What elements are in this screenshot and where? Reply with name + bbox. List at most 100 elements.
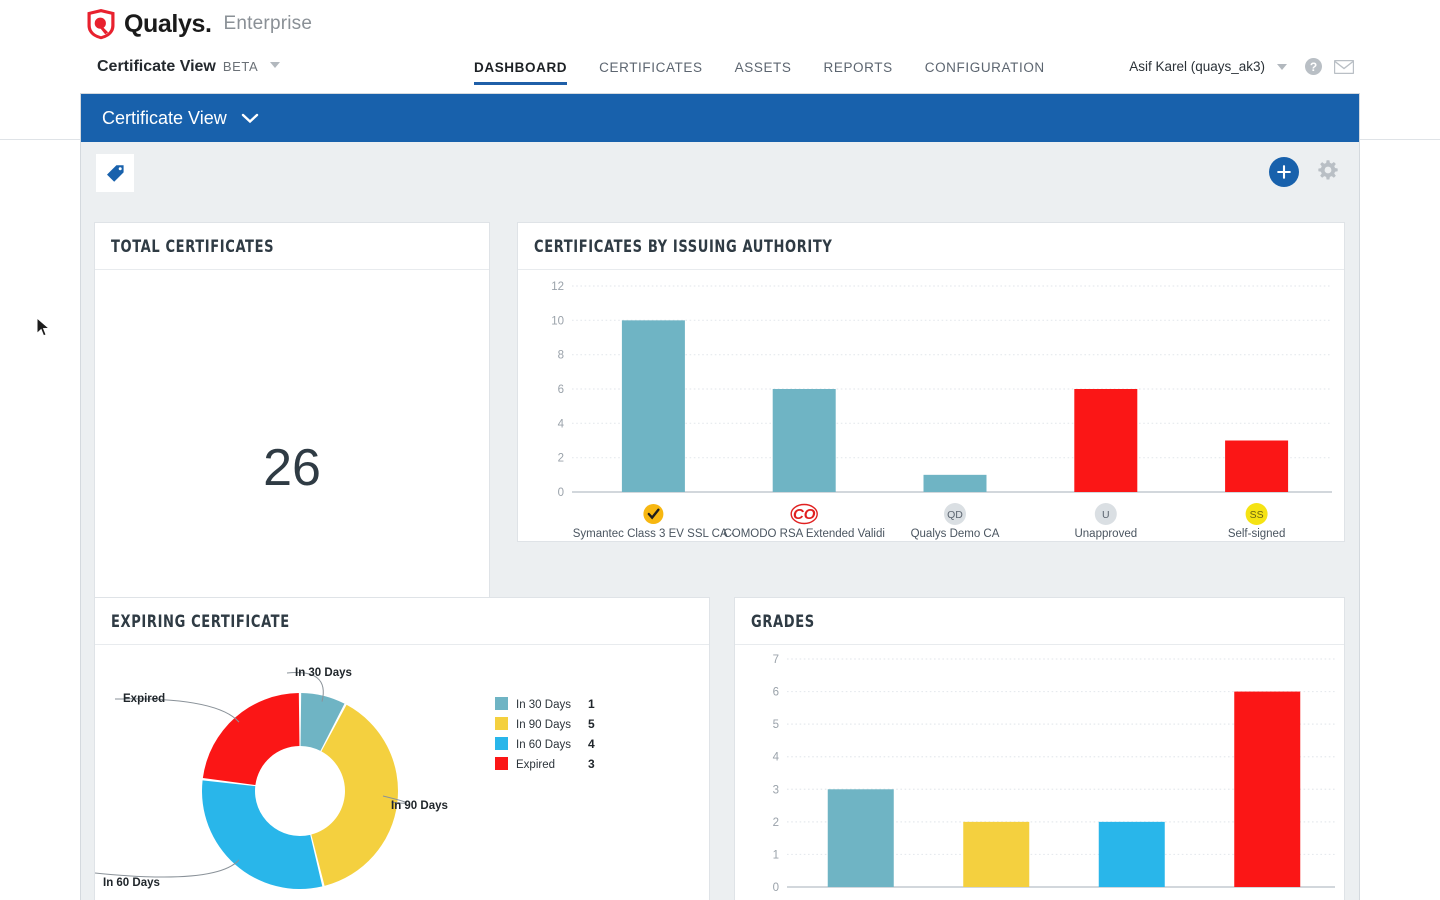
issuer-chart[interactable]: 0 2 4 6 8 10 12 Symantec Class 3 EV SSL CA · CO C… [518,270,1344,540]
tag-icon [106,164,125,183]
y-axis-tick: 8 [558,350,564,362]
y-axis-tick: 3 [773,784,779,796]
x-axis-category-label: Self-signed [1228,528,1286,540]
x-axis-category-label: Unapproved [1074,528,1137,540]
qualys-logo[interactable]: Qualys. Enterprise [86,8,312,40]
donut-annotation: In 60 Days [103,877,160,889]
nav-item-certificates[interactable]: CERTIFICATES [599,60,703,75]
donut-slice[interactable] [300,693,345,751]
widget-total-certificates[interactable]: TOTAL CERTIFICATES 26 [94,222,490,666]
widget-title: EXPIRING CERTIFICATE [111,611,290,631]
expiring-donut-chart[interactable]: In 30 Days In 90 Days In 60 Days Expired In … [95,645,709,900]
donut-annotation: Expired [123,693,165,705]
x-axis-category-label: Symantec Class 3 EV SSL CA · [573,528,734,540]
dashboard-selector-bar[interactable]: Certificate View [81,94,1359,142]
widget-header: EXPIRING CERTIFICATE [95,598,709,645]
self-signed-icon [1245,503,1268,525]
donut-annotation: In 90 Days [391,800,448,812]
brand-bar: Qualys. Enterprise [0,0,1440,48]
legend-swatch [495,737,508,750]
y-axis-tick: 6 [773,687,779,699]
brand-edition: Enterprise [223,13,313,34]
chevron-down-icon[interactable] [241,113,259,124]
bar[interactable] [963,821,1030,887]
y-axis-tick: 7 [773,654,779,666]
user-name-label[interactable]: Asif Karel (quays_ak3) [1129,59,1265,74]
plus-icon [1276,164,1292,180]
svg-text:SS: SS [1250,509,1264,521]
svg-text:U: U [1102,509,1110,521]
legend-label: In 30 Days [516,699,571,711]
dashboard-page: Certificate View [80,93,1360,900]
settings-button[interactable] [1316,158,1340,182]
widget-title: TOTAL CERTIFICATES [111,236,275,256]
bar[interactable] [1234,691,1301,887]
nav-item-dashboard[interactable]: DASHBOARD [474,60,568,85]
legend-label: Expired [516,759,555,771]
y-axis-tick: 2 [558,453,564,465]
widget-grades[interactable]: GRADES 0 1 2 3 4 5 6 7 [734,597,1345,900]
y-axis-tick: 0 [773,882,779,894]
donut-slice[interactable] [311,704,399,886]
add-widget-button[interactable] [1269,157,1299,187]
y-axis-tick: 1 [773,849,779,861]
tag-filter-button[interactable] [96,154,134,192]
bar-group [621,320,685,492]
dashboard-name: Certificate View [102,107,227,128]
envelope-icon[interactable] [1334,59,1354,74]
donut-slice[interactable] [202,693,300,786]
bar-group [1225,440,1289,493]
legend-value: 4 [588,737,595,751]
y-axis-tick: 6 [558,384,564,396]
y-axis-tick: 4 [558,418,565,430]
bar-group [923,474,987,492]
bar[interactable] [1225,440,1289,493]
symantec-check-icon [643,504,664,524]
y-axis-tick: 2 [773,817,779,829]
page-title: Certificate View [97,58,216,75]
legend-swatch [495,717,508,730]
question-mark-circle-icon[interactable]: ? [1305,58,1322,75]
legend-swatch [495,697,508,710]
legend-value: 5 [588,717,595,731]
donut-slice[interactable] [202,780,323,889]
nav-item-reports[interactable]: REPORTS [823,60,893,75]
bar[interactable] [1074,389,1138,492]
legend-value: 3 [588,757,595,771]
nav-item-assets[interactable]: ASSETS [734,60,792,75]
widget-certificates-by-issuing-authority[interactable]: CERTIFICATES BY ISSUING AUTHORITY 0 2 4 6 8 1… [517,222,1345,542]
comodo-icon: CO [793,506,816,523]
widget-toolbar [81,142,1359,216]
legend-label: In 90 Days [516,719,571,731]
bar-group [772,389,836,492]
y-axis-tick: 10 [551,315,564,327]
bar[interactable] [923,474,987,492]
legend-label: In 60 Days [516,739,571,751]
app-title-group[interactable]: Certificate View BETA [97,58,281,76]
grades-chart[interactable]: 0 1 2 3 4 5 6 7 [735,645,1344,900]
y-axis-tick: 0 [558,487,564,499]
nav-item-configuration[interactable]: CONFIGURATION [924,60,1045,75]
widget-expiring-certificate[interactable]: EXPIRING CERTIFICATE In 30 Days In 90 Day… [94,597,710,900]
x-axis-category-label: COMODO RSA Extended Validi [723,528,885,540]
main-nav-bar: Certificate View BETA DASHBOARD CERTIFIC… [0,48,1440,140]
bar[interactable] [1098,821,1165,887]
legend-value: 1 [588,697,595,711]
widget-body: 26 [95,270,489,666]
bar-group [1074,389,1138,492]
unapproved-icon [1094,503,1117,525]
widget-header: GRADES [735,598,1344,645]
widget-title: GRADES [751,611,815,631]
caret-down-icon[interactable] [270,62,281,68]
widget-header: CERTIFICATES BY ISSUING AUTHORITY [518,223,1344,270]
svg-text:QD: QD [947,509,963,521]
bar[interactable] [621,320,685,492]
y-axis-tick: 5 [773,719,779,731]
bar[interactable] [772,389,836,492]
bar[interactable] [827,789,894,887]
y-axis-tick: 4 [773,752,780,764]
user-menu-caret-down-icon[interactable] [1277,63,1287,70]
x-axis-category-label: Qualys Demo CA [911,528,1000,540]
donut-annotation: In 30 Days [295,667,352,679]
